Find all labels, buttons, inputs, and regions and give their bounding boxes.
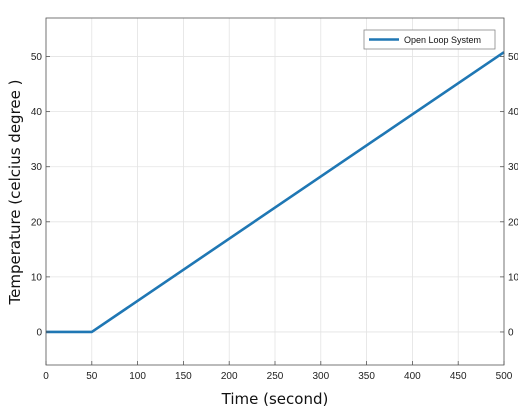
y-ticks: 0 0 10 10 20 20 30 30 40 40 50 50 bbox=[31, 52, 518, 338]
x-ticks: 0 50 100 150 200 250 300 350 400 450 500 bbox=[43, 361, 513, 382]
x-tick-label: 500 bbox=[496, 371, 513, 382]
y-tick-label: 40 bbox=[508, 107, 518, 118]
x-tick-label: 150 bbox=[175, 371, 192, 382]
x-tick-label: 100 bbox=[129, 371, 146, 382]
legend-label-open-loop: Open Loop System bbox=[404, 35, 481, 45]
x-tick-label: 250 bbox=[267, 371, 284, 382]
y-axis-title: Temperature (celcius degree ) bbox=[6, 80, 24, 306]
x-tick-label: 400 bbox=[404, 371, 421, 382]
x-tick-label: 200 bbox=[221, 371, 238, 382]
y-tick-label: 0 bbox=[508, 327, 514, 338]
x-tick-label: 0 bbox=[43, 371, 49, 382]
legend-box bbox=[363, 29, 496, 50]
y-tick-label: 40 bbox=[31, 107, 43, 118]
y-tick-label: 50 bbox=[508, 52, 518, 63]
y-tick-label: 0 bbox=[36, 327, 42, 338]
series-lines bbox=[46, 51, 505, 334]
y-tick-label: 30 bbox=[31, 162, 43, 173]
y-tick-label: 30 bbox=[508, 162, 518, 173]
y-tick-label: 10 bbox=[31, 272, 43, 283]
x-tick-label: 50 bbox=[86, 371, 98, 382]
series-line-0 bbox=[46, 51, 505, 334]
x-tick-label: 300 bbox=[312, 371, 329, 382]
y-tick-label: 10 bbox=[508, 272, 518, 283]
x-tick-label: 450 bbox=[450, 371, 467, 382]
y-tick-label: 50 bbox=[31, 52, 43, 63]
y-tick-label: 20 bbox=[508, 217, 518, 228]
x-axis-title: Time (second) bbox=[221, 390, 329, 408]
y-tick-label: 20 bbox=[31, 217, 43, 228]
x-tick-label: 350 bbox=[358, 371, 375, 382]
legend: Open Loop System bbox=[363, 29, 496, 50]
